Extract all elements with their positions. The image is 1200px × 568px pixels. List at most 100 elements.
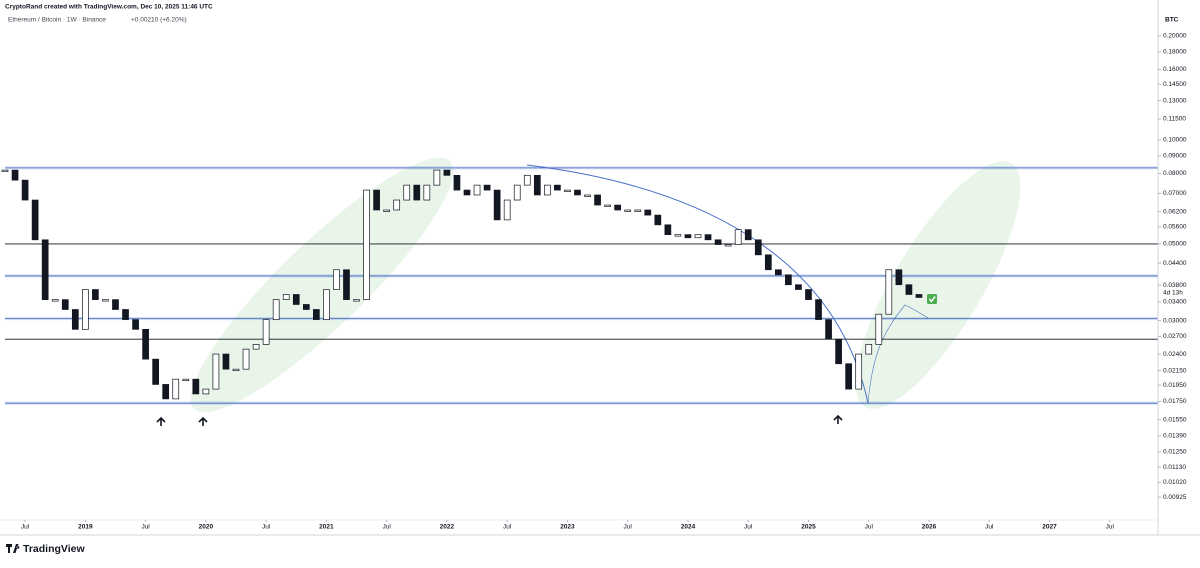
candle (142, 328, 149, 360)
candle (574, 189, 581, 196)
candle (483, 184, 491, 191)
candle (232, 368, 240, 372)
check-mark (928, 296, 936, 303)
y-tick-label: 0.03800 (1163, 282, 1187, 289)
candle (192, 378, 200, 395)
candle (383, 209, 391, 212)
y-tick-label: 0.01950 (1163, 382, 1187, 389)
y-tick-label: 0.01390 (1163, 433, 1187, 440)
x-tick-label: Jul (503, 524, 512, 531)
candle (122, 309, 129, 320)
y-tick-label: 0.18000 (1163, 48, 1187, 55)
candle (433, 169, 441, 186)
candle (71, 309, 79, 330)
candle (81, 289, 89, 330)
candle (172, 378, 180, 400)
candle (21, 179, 29, 201)
candle (835, 338, 842, 365)
y-tick-label: 0.01130 (1163, 464, 1186, 471)
arrow (833, 414, 843, 424)
candle (443, 169, 451, 176)
candle (463, 189, 471, 196)
y-tick-label: 0.01550 (1163, 416, 1187, 423)
candle (845, 363, 853, 390)
candle (624, 209, 632, 212)
candle (182, 378, 190, 382)
x-tick-label: Jul (141, 524, 150, 531)
candle (132, 319, 139, 330)
y-tick-label: 0.04400 (1163, 260, 1187, 267)
x-tick-label: Jul (382, 524, 391, 531)
highlight-ellipse (855, 161, 1021, 409)
arrows (156, 414, 843, 426)
x-tick-label: Jul (985, 524, 994, 531)
y-tick-label: 0.13000 (1163, 97, 1187, 104)
candle (252, 344, 260, 350)
candle (714, 239, 722, 245)
candle (805, 289, 812, 300)
candle (282, 294, 290, 300)
candle (825, 319, 832, 340)
y-tick-label: 0.01750 (1163, 398, 1187, 405)
candle (634, 209, 642, 212)
candle (453, 174, 461, 191)
candle (473, 184, 481, 196)
candle (202, 388, 210, 395)
candle (785, 274, 792, 286)
candle (543, 184, 551, 196)
candle (513, 184, 521, 201)
candle (895, 269, 903, 286)
trend-curve (867, 304, 929, 404)
candle (1, 169, 9, 172)
candle (312, 309, 320, 320)
y-tick-label: 0.14500 (1163, 81, 1187, 88)
candle (594, 194, 601, 206)
candle (272, 299, 280, 320)
candle (915, 294, 923, 298)
candle (885, 269, 893, 315)
candle (11, 169, 19, 181)
candle (152, 358, 160, 385)
candle (212, 353, 220, 390)
candle (162, 384, 170, 400)
y-tick-label: 0.05000 (1163, 241, 1187, 248)
candle (503, 199, 511, 221)
y-tick-label: 0.11500 (1163, 116, 1186, 123)
price-change: +0.00210 (+6.20%) (131, 17, 187, 24)
candle (41, 239, 49, 300)
candle (403, 184, 411, 201)
candle (353, 299, 360, 302)
candle (774, 269, 782, 276)
x-tick-label: 2021 (319, 524, 334, 531)
candle (533, 174, 541, 196)
y-tick-label: 0.03400 (1163, 299, 1187, 306)
y-tick-label: 0.02700 (1163, 333, 1187, 340)
x-tick-label: Jul (21, 524, 30, 531)
y-tick-label: 0.02150 (1163, 367, 1187, 374)
y-tick-label: 0.01250 (1163, 449, 1187, 456)
x-tick-label: Jul (624, 524, 633, 531)
candle (413, 184, 421, 201)
x-tick-label: Jul (865, 524, 874, 531)
candle (262, 319, 270, 345)
candle (584, 194, 591, 197)
y-tick-label: 0.09000 (1163, 152, 1187, 159)
y-tick-label: 0.16000 (1163, 66, 1187, 73)
x-tick-label: 2026 (922, 524, 937, 531)
candle (855, 353, 863, 390)
candle (302, 304, 310, 310)
y-tick-label: 0.06200 (1163, 208, 1187, 215)
candle (694, 234, 702, 239)
candle (795, 284, 802, 290)
candle (343, 269, 350, 300)
candle (815, 299, 822, 320)
y-tick-label: 0.20000 (1163, 33, 1187, 40)
y-tick-label: 0.03000 (1163, 317, 1187, 324)
candle (92, 289, 99, 300)
candle (51, 299, 59, 302)
candle (674, 234, 682, 237)
candle (323, 289, 330, 320)
brand-logo: TradingView (6, 543, 85, 555)
brand-name: TradingView (23, 543, 85, 555)
